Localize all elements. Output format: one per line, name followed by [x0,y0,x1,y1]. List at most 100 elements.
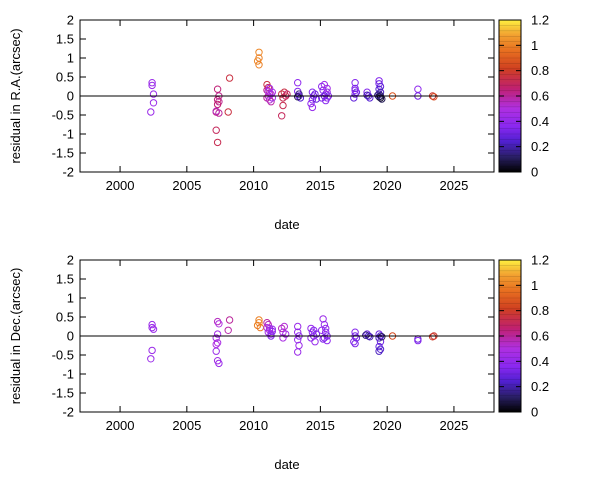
dec-point-44 [307,334,315,342]
ra-point-74 [363,91,371,99]
ra-point-90 [430,93,438,101]
dec-x-ticks: 2000 2005 2010 2015 2020 2025 [106,260,468,433]
dec-point-29 [268,325,276,333]
ra-point-29 [267,98,275,106]
dec-point-65 [362,331,370,339]
ra-x-tick-label: 2020 [373,178,402,193]
dec-point-72 [375,347,383,355]
dec-point-27 [268,327,276,336]
dec-point-3 [148,346,156,355]
ra-colorbar-tick-label: 1 [531,38,538,53]
ra-point-38 [279,101,287,110]
ra-point-33 [265,84,274,93]
ra-point-66 [351,84,359,93]
dec-x-tick-label: 2005 [172,418,201,433]
ra-point-4 [147,108,155,116]
dec-y-tick-label: -2 [62,405,74,420]
ra-point-46 [294,93,302,101]
dec-y-tick-label: 0.5 [56,310,74,325]
ra-y-tick-label: 0 [67,89,74,104]
dec-point-45 [311,338,319,346]
dec-x-tick-label: 2000 [106,418,135,433]
dec-point-54 [323,336,331,345]
ra-colorbar-tick-label: 0.6 [531,89,549,104]
dec-y-tick-label: 0 [67,329,74,344]
ra-point-13 [213,138,222,147]
dec-point-10 [212,347,220,355]
dec-colorbar: 0 0.2 0.4 0.6 0.8 1 1.2 [498,253,549,420]
ra-point-19 [253,57,262,65]
dec-y-tick-label: 1 [67,291,74,306]
ra-y-tick-label: -0.5 [52,108,74,123]
ra-point-50 [307,99,315,108]
ra-y-tick-label: 1.5 [56,32,74,47]
ra-point-41 [294,79,302,87]
dec-point-13 [212,340,220,349]
ra-residual-panel: 2000 2005 2010 2015 2020 2025 -2 -1.5 -1 -0.5 0 0.… [8,13,549,233]
ra-colorbar: 0 0.2 0.4 0.6 0.8 1 1.2 [498,13,549,180]
ra-point-7 [213,96,222,104]
dec-x-axis-label: date [274,457,299,472]
ra-colorbar-tick-label: 0 [531,165,538,180]
ra-point-68 [351,90,359,98]
dec-point-55 [322,324,330,333]
ra-x-ticks: 2000 2005 2010 2015 2020 2025 [106,20,468,193]
dec-point-1 [148,323,156,332]
dec-point-9 [213,339,222,347]
ra-point-52 [311,90,319,98]
dec-point-47 [310,326,318,334]
dec-point-35 [294,322,302,331]
dec-point-6 [215,320,223,328]
ra-colorbar-tick-label: 0.2 [531,139,549,154]
ra-point-40 [283,90,291,98]
dec-colorbar-tick-label: 0.4 [531,354,549,369]
ra-colorbar-tick-label: 1.2 [531,13,549,28]
ra-point-31 [268,94,276,102]
dec-point-4 [147,355,155,363]
ra-x-tick-label: 2025 [439,178,468,193]
dec-point-77 [428,333,437,341]
dec-point-76 [414,336,422,345]
ra-point-51 [308,103,317,112]
ra-point-58 [323,84,331,93]
ra-x-tick-label: 2010 [239,178,268,193]
dec-point-60 [350,338,358,346]
dec-residual-panel: 2000 2005 2010 2015 2020 2025 -2 -1.5 -1 -0.5 0 0.… [8,253,549,473]
dec-point-73 [378,333,386,341]
dec-points [147,315,438,368]
dec-x-tick-label: 2010 [239,418,268,433]
dec-point-36 [294,328,302,336]
ra-y-tick-label: -1.5 [52,146,74,161]
dec-y-tick-label: 2 [67,253,74,268]
ra-y-tick-label: 0.5 [56,70,74,85]
dec-point-40 [294,348,302,356]
ra-point-0 [148,79,156,87]
ra-colorbar-tick-label: 0.8 [531,63,549,78]
ra-y-tick-label: -2 [62,165,74,180]
ra-y-tick-label: -1 [62,127,74,142]
ra-point-17 [255,48,263,56]
ra-point-39 [278,112,286,120]
ra-x-tick-label: 2000 [106,178,135,193]
dec-point-64 [366,333,374,341]
ra-point-65 [351,79,359,87]
dec-x-tick-label: 2025 [439,418,468,433]
ra-y-ticks: -2 -1.5 -1 -0.5 0 0.5 1 1.5 2 [52,13,494,180]
ra-points [147,48,438,147]
ra-y-tick-label: 1 [67,51,74,66]
dec-point-34 [282,330,290,338]
dec-x-tick-label: 2015 [306,418,335,433]
dec-y-ticks: -2 -1.5 -1 -0.5 0 0.5 1 1.5 2 [52,253,494,420]
ra-point-15 [225,74,234,82]
dec-colorbar-tick-label: 0 [531,405,538,420]
dec-y-tick-label: -0.5 [52,348,74,363]
dec-point-69 [376,338,385,346]
dec-point-32 [280,322,288,331]
ra-point-69 [350,94,358,102]
dec-point-12 [215,359,223,368]
ra-point-9 [213,100,222,109]
ra-point-1 [148,81,156,90]
dec-point-15 [224,326,232,334]
dec-y-axis-label: residual in Dec.(arcsec) [8,268,23,405]
dec-colorbar-tick-label: 0.6 [531,329,549,344]
